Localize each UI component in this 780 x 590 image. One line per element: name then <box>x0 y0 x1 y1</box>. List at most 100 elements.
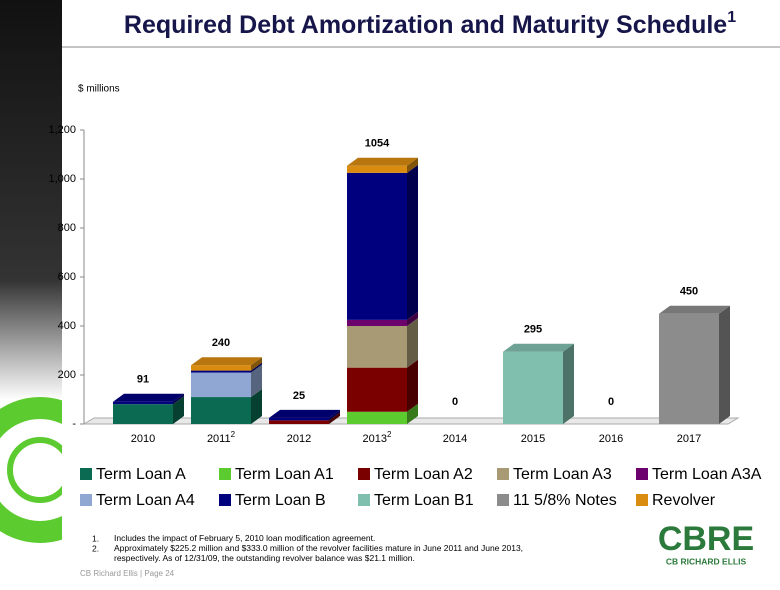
category: 2015 <box>521 433 545 445</box>
bar-side <box>329 412 340 424</box>
footnote-marker: 1. <box>92 533 99 543</box>
decor-rings <box>0 397 62 543</box>
bar-segment <box>191 364 262 398</box>
chart-title: Required Debt Amortization and Maturity … <box>124 9 736 38</box>
total-label: 1054 <box>365 138 390 150</box>
category-note: 2 <box>231 430 236 439</box>
bar-segment <box>191 389 262 424</box>
bar-side <box>563 343 574 424</box>
x-tick-label: 2015 <box>521 433 545 445</box>
y-tick-label: 200 <box>58 369 76 381</box>
category: 2010 <box>131 433 155 445</box>
legend-label: Term Loan A1 <box>235 466 334 483</box>
bar-top <box>503 343 574 352</box>
legend-label: Term Loan A2 <box>374 466 473 483</box>
x-tick-label: 2016 <box>599 433 623 445</box>
bar-front <box>347 165 407 173</box>
bar-side <box>407 403 418 424</box>
total-label: 25 <box>293 390 305 402</box>
legend-swatch <box>80 494 92 506</box>
legend-label: Term Loan A <box>96 466 186 483</box>
total-label: 0 <box>452 396 458 408</box>
total-label: 240 <box>212 337 230 349</box>
bar-front <box>191 365 251 371</box>
bar-front <box>503 351 563 424</box>
bar-front <box>191 370 251 373</box>
bar-front <box>347 411 407 424</box>
bar-front <box>269 417 329 421</box>
bar-segment <box>347 164 418 320</box>
y-tick-label: 600 <box>58 271 76 283</box>
bar-side <box>407 164 418 320</box>
bar-side <box>329 409 340 421</box>
category: 2016 <box>599 433 623 445</box>
legend-swatch <box>636 494 648 506</box>
legend-label: Term Loan A3A <box>652 466 762 483</box>
legend-swatch <box>497 494 509 506</box>
bar-front <box>347 172 407 320</box>
bar-front <box>347 319 407 326</box>
logo-sub: CB RICHARD ELLIS <box>666 556 747 566</box>
category: 2011 <box>207 433 231 445</box>
bar-side <box>251 357 262 371</box>
bar-side <box>251 364 262 398</box>
bar-segment <box>269 412 340 424</box>
bar-top <box>113 393 184 402</box>
category: 2013 <box>363 433 387 445</box>
bar-front <box>113 401 173 405</box>
bar-side <box>407 157 418 173</box>
side-band <box>0 0 62 400</box>
title-note: 1 <box>727 9 736 26</box>
footnotes: 1. Includes the impact of February 5, 201… <box>92 533 523 563</box>
bar-segment <box>347 318 418 368</box>
legend-label: Term Loan B <box>235 492 326 509</box>
bar-side <box>173 396 184 424</box>
bar-front <box>347 367 407 412</box>
bar-top <box>347 157 418 166</box>
legend-swatch <box>358 468 370 480</box>
bar-segment <box>113 393 184 405</box>
bar-front <box>347 326 407 368</box>
x-tick-label: 2010 <box>131 433 155 445</box>
y-tick-label: - <box>72 418 76 430</box>
x-tick-label: 2017 <box>677 433 701 445</box>
footer: CB Richard Ellis | Page 24 <box>80 569 175 578</box>
x-tick-label: 20132 <box>363 430 392 445</box>
bar-front <box>191 397 251 424</box>
legend-label: Term Loan A3 <box>513 466 612 483</box>
bar-front <box>269 420 329 424</box>
plot: -2004006008001,0001,20020109120112240201… <box>48 124 740 445</box>
category: 2014 <box>443 433 467 445</box>
total-label: 91 <box>137 374 149 386</box>
bar-side <box>407 359 418 412</box>
bar-side <box>407 318 418 368</box>
bar-segment <box>503 343 574 424</box>
bar-side <box>251 362 262 373</box>
footnote: Approximately $225.2 million and $333.0 … <box>114 543 523 563</box>
bar-top <box>269 409 340 418</box>
footnote-line: Approximately $225.2 million and $333.0 … <box>114 543 523 553</box>
legend-swatch <box>358 494 370 506</box>
footnote: Includes the impact of February 5, 2010 … <box>114 533 375 543</box>
total-label: 295 <box>524 324 542 336</box>
x-tick-label: 2014 <box>443 433 467 445</box>
legend-swatch <box>636 468 648 480</box>
y-axis-label: $ millions <box>78 84 120 95</box>
bar-segment <box>191 362 262 373</box>
category: 2017 <box>677 433 701 445</box>
bar-segment <box>347 311 418 326</box>
footnote-line: respectively. As of 12/31/09, the outsta… <box>114 553 415 563</box>
bar-side <box>251 389 262 424</box>
y-tick-label: 1,000 <box>48 173 76 185</box>
bar-segment <box>269 409 340 421</box>
legend-swatch <box>80 468 92 480</box>
y-tick-label: 1,200 <box>48 124 76 136</box>
title-text: Required Debt Amortization and Maturity … <box>124 11 727 39</box>
bar-top <box>191 357 262 366</box>
total-label: 450 <box>680 286 698 298</box>
bar-segment <box>347 403 418 424</box>
bar-top <box>659 305 730 314</box>
bar-segment <box>659 305 730 424</box>
legend: Term Loan A Term Loan A1 Term Loan A2 Term … <box>80 466 762 509</box>
